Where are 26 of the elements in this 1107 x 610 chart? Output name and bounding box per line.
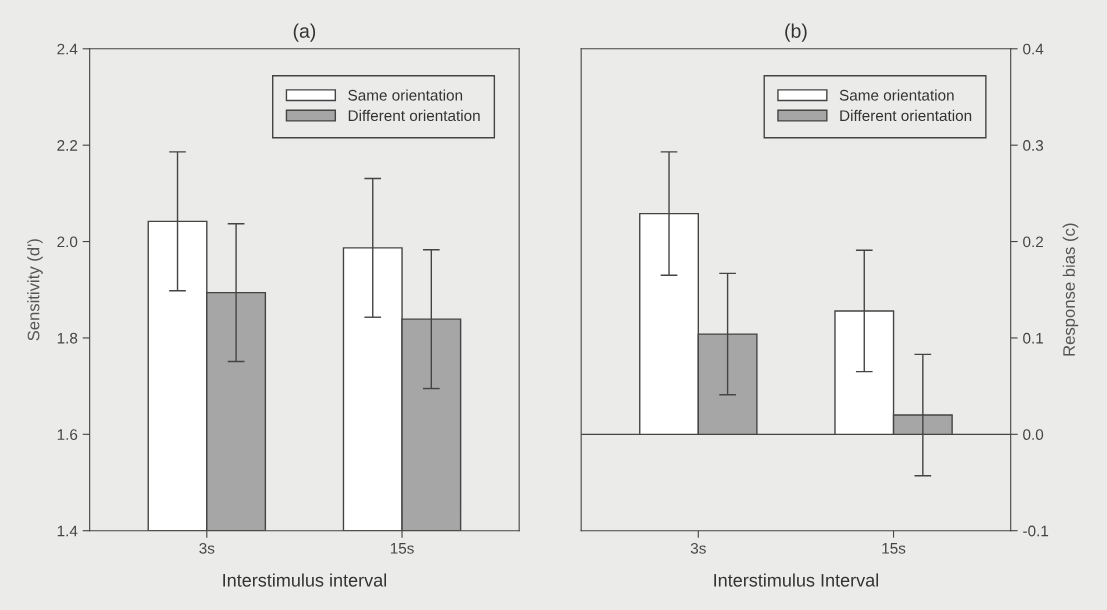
y-axis-title: Sensitivity (d')	[27, 239, 43, 341]
legend-label: Same orientation	[348, 89, 463, 101]
legend-label: Different orientation	[348, 109, 480, 122]
x-tick-label: 3s	[690, 542, 706, 554]
y-tick-label: 0.4	[1023, 43, 1044, 55]
x-tick-label: 15s	[882, 543, 906, 554]
y-tick-label: 2.0	[57, 236, 78, 248]
x-axis-title: Interstimulus Interval	[714, 573, 879, 587]
y-tick-label: 0.2	[1023, 236, 1043, 248]
y-tick-label: 0.1	[1023, 332, 1043, 344]
chart-title: (a)	[293, 23, 316, 42]
x-tick-label: 15s	[390, 543, 414, 554]
x-tick-label: 3s	[199, 542, 215, 554]
y-tick-label: 2.2	[57, 140, 78, 151]
y-tick-label: 1.4	[57, 525, 78, 537]
y-tick-label: 0.3	[1023, 140, 1044, 151]
y-tick-label: 0.0	[1023, 429, 1044, 441]
legend-label: Different orientation	[840, 109, 972, 122]
y-tick-label: -0.1	[1023, 525, 1049, 537]
y-tick-label: 1.6	[57, 429, 78, 441]
x-axis-title: Interstimulus interval	[223, 573, 387, 587]
y-axis-title: Response bias (c)	[1062, 223, 1079, 356]
y-tick-label: 1.8	[57, 332, 78, 344]
chart-title: (b)	[785, 23, 807, 42]
y-tick-label: 2.4	[57, 43, 78, 55]
legend-label: Same orientation	[839, 89, 954, 101]
